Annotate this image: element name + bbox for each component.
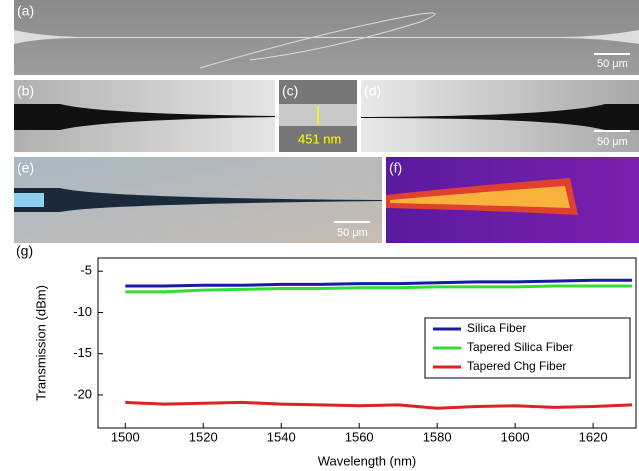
panel-label: (g) xyxy=(16,243,33,259)
scale-bar-label: 50 μm xyxy=(597,58,628,70)
panel-a: (a) 50 μm xyxy=(14,0,639,75)
panel-f: (f) xyxy=(386,157,639,243)
thickness-label: 451 nm xyxy=(298,131,341,146)
plot-frame xyxy=(97,257,637,429)
panel-e: (e) 50 μm xyxy=(14,157,382,243)
panel-label: (e) xyxy=(17,160,34,176)
series-line xyxy=(125,284,633,294)
panel-d: (d) 50 μm xyxy=(361,80,639,152)
legend-label: Silica Fiber xyxy=(467,321,526,335)
x-tick-label: 1500 xyxy=(111,429,140,444)
panel-label: (c) xyxy=(282,83,298,99)
y-tick-label: -10 xyxy=(73,304,92,319)
series-line xyxy=(125,400,633,410)
x-tick-label: 1620 xyxy=(579,429,608,444)
x-tick-label: 1520 xyxy=(189,429,218,444)
x-tick-label: 1580 xyxy=(423,429,452,444)
x-axis-label: Wavelength (nm) xyxy=(318,453,417,468)
panel-label: (d) xyxy=(364,83,381,99)
y-tick-label: -15 xyxy=(73,345,92,360)
y-tick-label: -5 xyxy=(80,263,92,278)
legend-label: Tapered Chg Fiber xyxy=(467,359,566,373)
panel-label: (f) xyxy=(389,160,402,176)
series-line xyxy=(125,278,633,288)
x-tick-label: 1560 xyxy=(345,429,374,444)
y-axis-label: Transmission (dBm) xyxy=(33,285,48,401)
x-tick-label: 1600 xyxy=(501,429,530,444)
scale-bar-label: 50 μm xyxy=(597,136,628,148)
x-tick-label: 1540 xyxy=(267,429,296,444)
y-tick-label: -20 xyxy=(73,386,92,401)
panel-c: (c) 451 nm xyxy=(279,80,357,152)
panel-label: (b) xyxy=(17,83,34,99)
panel-b: (b) xyxy=(14,80,275,152)
scale-bar-label: 50 μm xyxy=(337,227,368,239)
panel-label: (a) xyxy=(17,3,34,19)
legend-label: Tapered Silica Fiber xyxy=(467,340,573,354)
